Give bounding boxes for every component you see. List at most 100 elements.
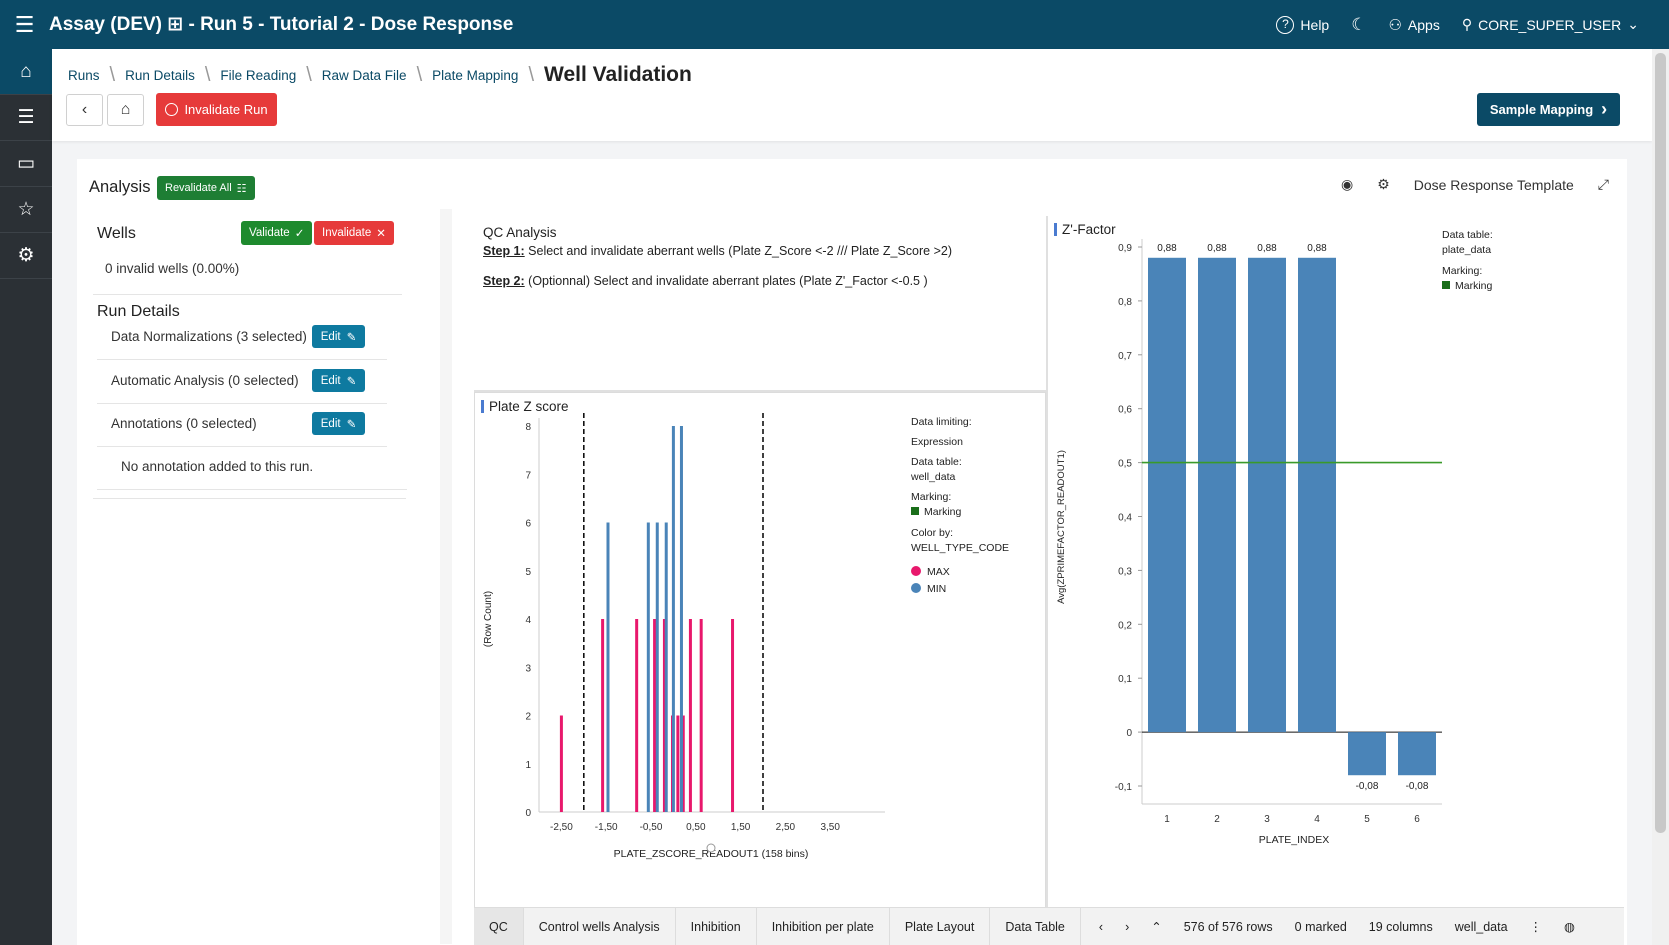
star-icon[interactable]: ☆ [0, 187, 52, 233]
x-tick-label: 2,50 [776, 822, 796, 833]
list-icon[interactable]: ☰ [0, 95, 52, 141]
page-tabs: QC Control wells Analysis Inhibition Inh… [474, 907, 1624, 945]
app-title: Assay (DEV) ⊞ - Run 5 - Tutorial 2 - Dos… [49, 14, 514, 35]
settings-icon[interactable]: ⚙ [0, 233, 52, 279]
run-detail-automatic-analysis: Automatic Analysis (0 selected) Edit ✎ [97, 358, 387, 404]
y-tick-label: 0 [525, 808, 531, 819]
divider [474, 390, 1046, 392]
sample-mapping-button[interactable]: Sample Mapping › [1477, 93, 1620, 126]
y-tick-label: 0,3 [1118, 566, 1132, 577]
page-scrollbar[interactable] [1652, 49, 1669, 945]
edit-annotations-button[interactable]: Edit ✎ [312, 412, 365, 435]
tab-inhibition[interactable]: Inhibition [676, 908, 757, 945]
x-tick-label: 3 [1264, 814, 1270, 825]
y-tick-label: 0,4 [1118, 513, 1132, 524]
tab-control-wells[interactable]: Control wells Analysis [524, 908, 676, 945]
pencil-icon: ✎ [346, 375, 357, 388]
folder-icon[interactable]: ▭ [0, 141, 52, 187]
zfactor-bar-chart[interactable]: -0,1 0 0,1 0,2 0,3 0,4 0,5 0,6 0,7 0,8 0,9 0,88 1 0,8… [1048, 216, 1624, 908]
apps-link[interactable]: ⚇ Apps [1388, 16, 1440, 34]
run-detail-normalizations: Data Normalizations (3 selected) Edit ✎ [97, 314, 387, 360]
histogram-bar-max [676, 715, 680, 812]
more-icon[interactable]: ⋮ [1529, 920, 1543, 934]
breadcrumb-file-reading[interactable]: File Reading [220, 67, 297, 83]
zfactor-bar [1348, 732, 1386, 776]
breadcrumb-raw-data-file[interactable]: Raw Data File [321, 67, 407, 83]
zfactor-pane: Z'-Factor -0,1 0 0,1 0,2 0,3 0,4 0,5 0,6 0,7 0,8 0… [1048, 216, 1624, 908]
data-label: 0,88 [1257, 243, 1277, 254]
divider [97, 489, 407, 490]
tab-plate-layout[interactable]: Plate Layout [890, 908, 991, 945]
data-label: -0,08 [1406, 781, 1429, 792]
table-name[interactable]: well_data [1454, 919, 1508, 934]
y-tick-label: 1 [525, 760, 531, 771]
y-tick-label: 6 [525, 519, 531, 530]
legend-max[interactable]: MAX [911, 565, 1009, 580]
y-tick-label: 3 [525, 663, 531, 674]
zfactor-bar [1148, 257, 1186, 733]
collapse-icon[interactable]: ⌃ [1151, 920, 1162, 934]
sidebar-scrollbar[interactable] [440, 209, 452, 944]
help-link[interactable]: ? Help [1276, 15, 1329, 34]
menu-icon[interactable]: ☰ [14, 11, 35, 37]
home-icon: ⌂ [120, 101, 131, 118]
edit-automatic-analysis-button[interactable]: Edit ✎ [312, 369, 365, 392]
zfactor-bar [1198, 257, 1236, 733]
histogram-bar-min [655, 522, 659, 812]
marking-legend-item[interactable]: Marking [1442, 279, 1493, 294]
globe-icon[interactable]: ◍ [1564, 920, 1575, 934]
wells-sidebar: Wells Validate ✓ Invalidate ✕ 0 invalid we… [93, 216, 417, 945]
y-tick-label: 2 [525, 712, 531, 723]
invalidate-run-button[interactable]: Invalidate Run [156, 93, 277, 126]
left-nav: ⌂ ☰ ▭ ☆ ⚙ [0, 49, 52, 945]
breadcrumb-runs[interactable]: Runs [68, 67, 100, 83]
breadcrumb: Runs \ Run Details \ File Reading \ Raw Dat… [68, 63, 692, 86]
eye-icon[interactable]: ◉ [1340, 176, 1354, 192]
next-tab-icon[interactable]: › [1125, 919, 1130, 934]
y-tick-label: -0,1 [1115, 782, 1133, 793]
y-tick-label: 4 [525, 615, 531, 626]
zfactor-bar [1248, 257, 1286, 733]
marking-legend-item[interactable]: Marking [911, 505, 1009, 520]
columns-count: 19 columns [1368, 919, 1433, 934]
home-icon[interactable]: ⌂ [0, 49, 52, 95]
gear-icon[interactable]: ⚙ [1377, 176, 1390, 192]
top-bar: ☰ Assay (DEV) ⊞ - Run 5 - Tutorial 2 - D… [0, 0, 1669, 49]
breadcrumb-plate-mapping[interactable]: Plate Mapping [432, 67, 519, 83]
x-axis-label: PLATE_INDEX [1259, 834, 1329, 846]
tab-data-table[interactable]: Data Table [990, 908, 1081, 945]
tab-qc[interactable]: QC [474, 908, 524, 945]
qc-analysis-pane: QC Analysis Step 1: Select and invalidat… [474, 216, 1046, 392]
zscore-histogram[interactable]: 0 1 2 3 4 5 6 7 8 -2,50 -1,50 -0,50 0,50 1,50 2,50 3,50… [475, 393, 1045, 907]
user-menu[interactable]: ⚲ CORE_SUPER_USER ⌄ [1461, 16, 1639, 33]
histogram-bar-max [681, 715, 685, 812]
x-axis-label: PLATE_ZSCORE_READOUT1 (158 bins) [614, 848, 809, 860]
revalidate-all-button[interactable]: Revalidate All ☷ [157, 176, 255, 200]
prev-tab-icon[interactable]: ‹ [1098, 919, 1104, 934]
legend-min[interactable]: MIN [911, 582, 1009, 597]
back-button[interactable]: ‹ [66, 94, 103, 126]
x-tick-label: 0,50 [686, 822, 706, 833]
y-axis-label: Avg(ZPRIMEFACTOR_READOUT1) [1056, 450, 1067, 604]
y-tick-label: 0,6 [1118, 405, 1132, 416]
edit-normalizations-button[interactable]: Edit ✎ [312, 325, 365, 348]
histogram-bar-min [606, 522, 610, 812]
zscore-title: Plate Z score [489, 399, 569, 414]
expand-icon[interactable]: ⤢ [1597, 176, 1609, 192]
x-tick-label: 5 [1364, 814, 1370, 825]
template-label[interactable]: Dose Response Template [1413, 176, 1574, 193]
x-tick-label: 6 [1414, 814, 1420, 825]
check-icon: ✓ [294, 228, 305, 240]
analysis-title: Analysis [89, 178, 151, 196]
breadcrumb-run-details[interactable]: Run Details [125, 67, 195, 83]
validate-button[interactable]: Validate ✓ [241, 221, 313, 245]
home-button[interactable]: ⌂ [107, 94, 144, 126]
tab-inhibition-per-plate[interactable]: Inhibition per plate [757, 908, 890, 945]
histogram-bar-min [671, 426, 675, 812]
invalidate-button[interactable]: Invalidate ✕ [314, 221, 394, 245]
dark-mode-icon[interactable]: ☾ [1351, 14, 1367, 34]
zfactor-title: Z'-Factor [1062, 222, 1116, 237]
histogram-bar-max [635, 619, 639, 812]
data-label: -0,08 [1356, 781, 1379, 792]
visualization-area: QC Analysis Step 1: Select and invalidat… [474, 216, 1624, 945]
